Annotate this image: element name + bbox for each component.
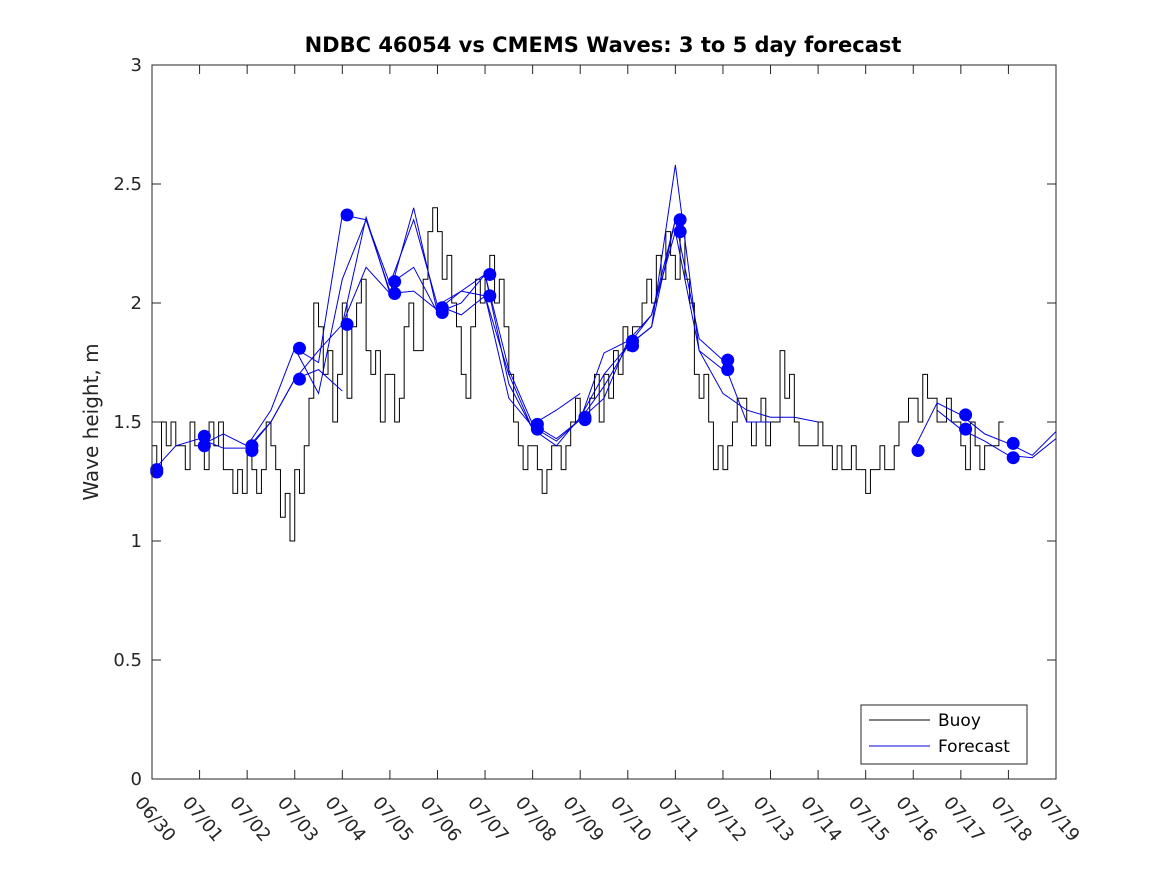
forecast-marker — [340, 317, 354, 331]
y-tick-label: 2 — [131, 293, 142, 314]
x-tick-label: 07/08 — [511, 793, 560, 846]
y-tick-label: 0 — [131, 769, 142, 790]
forecast-marker — [530, 417, 544, 431]
forecast-marker — [1006, 451, 1020, 465]
y-tick-label: 0.5 — [113, 650, 142, 671]
forecast-marker — [1006, 436, 1020, 450]
x-tick-label: 07/13 — [749, 793, 798, 846]
forecast-marker — [245, 439, 259, 453]
x-tick-label: 07/15 — [844, 793, 893, 846]
x-tick-label: 07/03 — [273, 793, 322, 846]
forecast-marker — [388, 275, 402, 289]
forecast-marker — [483, 289, 497, 303]
x-tick-label: 07/14 — [796, 793, 845, 846]
x-tick-label: 07/04 — [320, 793, 369, 846]
forecast-marker — [673, 213, 687, 227]
x-tick-label: 07/17 — [939, 793, 988, 846]
y-tick-label: 1.5 — [113, 412, 142, 433]
forecast-series-line-1 — [199, 218, 391, 447]
legend: Buoy Forecast — [860, 704, 1028, 765]
forecast-series-line-11 — [912, 402, 1057, 456]
forecast-marker — [626, 334, 640, 348]
forecast-marker — [959, 408, 973, 422]
forecast-marker — [197, 429, 211, 443]
forecast-series-line-12 — [936, 409, 1057, 459]
forecast-marker — [388, 286, 402, 300]
x-tick-label: 07/19 — [1034, 793, 1083, 846]
forecast-marker — [911, 444, 925, 458]
buoy-series-line — [152, 207, 1004, 542]
legend-forecast-label: Forecast — [938, 737, 1010, 757]
forecast-marker — [483, 267, 497, 281]
forecast-series-line-10 — [627, 164, 819, 423]
y-axis-label: Wave height, m — [79, 343, 103, 500]
chart-title: NDBC 46054 vs CMEMS Waves: 3 to 5 day fo… — [305, 33, 902, 57]
x-tick-label: 07/12 — [701, 793, 750, 846]
forecast-marker — [150, 463, 164, 477]
x-tick-label: 07/06 — [416, 793, 465, 846]
forecast-marker — [197, 439, 211, 453]
x-tick-label: 07/18 — [987, 793, 1036, 846]
forecast-marker — [721, 353, 735, 367]
forecast-marker — [340, 208, 354, 222]
forecast-marker — [721, 363, 735, 377]
x-tick-label: 07/10 — [606, 793, 655, 846]
x-tick-label: 07/01 — [178, 793, 227, 846]
forecast-marker — [292, 341, 306, 355]
forecast-marker — [673, 225, 687, 239]
x-tick-label: 07/07 — [463, 793, 512, 846]
forecast-marker — [578, 410, 592, 424]
legend-buoy-label: Buoy — [938, 711, 981, 731]
x-tick-label: 07/05 — [368, 793, 417, 846]
x-tick-label: 07/09 — [558, 793, 607, 846]
y-tick-label: 3 — [131, 55, 142, 76]
y-tick-label: 2.5 — [113, 174, 142, 195]
x-tick-label: 07/02 — [225, 793, 274, 846]
legend-box — [860, 704, 1028, 765]
x-tick-label: 06/30 — [130, 793, 179, 846]
x-tick-label: 07/11 — [654, 793, 703, 846]
forecast-marker — [292, 372, 306, 386]
y-tick-label: 1 — [131, 531, 142, 552]
plot-area — [150, 164, 1057, 542]
forecast-marker — [959, 422, 973, 436]
forecast-marker — [435, 301, 449, 315]
x-tick-label: 07/16 — [891, 793, 940, 846]
